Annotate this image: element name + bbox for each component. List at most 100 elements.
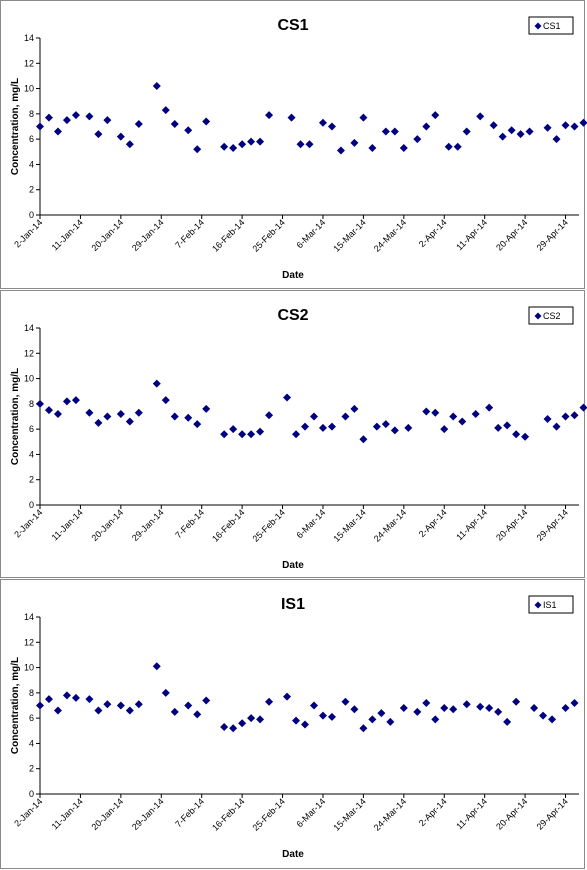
x-tick-label: 6-Mar-14 — [294, 796, 327, 829]
y-tick-label: 0 — [29, 789, 34, 799]
data-point — [305, 140, 314, 149]
series-cs1 — [36, 82, 587, 155]
y-tick-label: 10 — [24, 663, 34, 673]
data-point — [503, 421, 512, 430]
data-point — [440, 704, 449, 713]
x-tick-label: 2-Apr-14 — [417, 507, 449, 539]
data-point — [449, 705, 458, 714]
x-tick-label: 2-Jan-14 — [12, 507, 44, 539]
legend-label: CS1 — [543, 21, 561, 31]
data-point — [301, 422, 310, 431]
y-axis-label: Concentration, mg/L — [10, 368, 21, 465]
data-point — [184, 701, 193, 710]
chart-title: CS2 — [277, 307, 308, 324]
x-tick-label: 25-Feb-14 — [251, 507, 287, 543]
data-point — [399, 704, 408, 713]
data-point — [543, 123, 552, 132]
x-tick-label: 20-Jan-14 — [90, 217, 126, 253]
x-tick-label: 11-Apr-14 — [454, 796, 489, 831]
data-point — [193, 710, 202, 719]
series-is1 — [36, 662, 579, 733]
data-point — [462, 127, 471, 136]
data-point — [256, 715, 265, 724]
data-point — [44, 695, 53, 704]
y-tick-label: 6 — [29, 713, 34, 723]
data-point — [489, 121, 498, 130]
x-tick-label: 2-Apr-14 — [417, 796, 449, 828]
x-tick-label: 24-Mar-14 — [372, 796, 408, 832]
x-tick-label: 7-Feb-14 — [173, 217, 206, 250]
data-point — [229, 425, 238, 434]
data-point — [431, 408, 440, 417]
x-tick-label: 7-Feb-14 — [173, 796, 206, 829]
data-point — [444, 142, 453, 151]
data-point — [570, 122, 579, 131]
data-point — [71, 693, 80, 702]
legend-label: IS1 — [543, 600, 557, 610]
data-point — [85, 695, 94, 704]
data-point — [530, 704, 539, 713]
series-cs2 — [36, 379, 587, 444]
data-point — [71, 396, 80, 405]
data-point — [103, 412, 112, 421]
data-point — [247, 430, 256, 439]
data-point — [462, 700, 471, 709]
y-tick-label: 6 — [29, 134, 34, 144]
data-point — [431, 111, 440, 120]
data-point — [265, 411, 274, 420]
y-axis-label: Concentration, mg/L — [10, 657, 21, 754]
data-point — [359, 113, 368, 122]
x-tick-label: 29-Jan-14 — [130, 507, 166, 543]
data-point — [85, 112, 94, 121]
data-point — [449, 412, 458, 421]
data-point — [161, 106, 170, 115]
data-point — [381, 127, 390, 136]
legend-box — [528, 16, 574, 35]
data-point — [62, 397, 71, 406]
data-point — [525, 127, 534, 136]
x-tick-label: 20-Apr-14 — [494, 507, 529, 542]
y-tick-label: 12 — [24, 637, 34, 647]
y-tick-label: 12 — [24, 58, 34, 68]
data-point — [125, 706, 134, 715]
x-tick-label: 25-Feb-14 — [251, 796, 287, 832]
x-tick-label: 2-Jan-14 — [12, 796, 44, 828]
data-point — [359, 435, 368, 444]
chart-cs2: CS2 CS2 0 2 4 6 8 10 12 14 2-Jan-14 11-Jan-14 20-Jan… — [10, 306, 587, 571]
x-tick-label: 16-Feb-14 — [210, 507, 246, 543]
x-tick-label: 29-Apr-14 — [535, 217, 570, 252]
legend-marker — [534, 22, 542, 30]
data-point — [561, 121, 570, 130]
data-point — [238, 719, 247, 728]
x-tick-label: 24-Mar-14 — [372, 217, 408, 253]
data-point — [116, 701, 125, 710]
data-point — [570, 411, 579, 420]
data-point — [498, 132, 507, 141]
chart-title: CS1 — [277, 17, 308, 34]
x-tick-label: 16-Feb-14 — [210, 217, 246, 253]
data-point — [458, 417, 467, 426]
data-point — [327, 712, 336, 721]
data-point — [350, 138, 359, 147]
data-point — [53, 127, 62, 136]
y-tick-label: 10 — [24, 84, 34, 94]
data-point — [422, 122, 431, 131]
data-point — [381, 420, 390, 429]
data-point — [229, 724, 238, 733]
x-tick-label: 11-Jan-14 — [50, 217, 85, 252]
data-point — [318, 118, 327, 127]
x-tick-label: 20-Apr-14 — [494, 217, 529, 252]
data-point — [193, 420, 202, 429]
x-tick-label: 16-Feb-14 — [210, 796, 246, 832]
chart-cs1: CS1 CS1 0 2 4 6 8 10 12 14 2-Jan-14 11-Jan-14 20-Jan… — [10, 16, 587, 281]
data-point — [476, 112, 485, 121]
data-point — [552, 135, 561, 144]
y-tick-label: 0 — [29, 500, 34, 510]
x-tick-label: 20-Jan-14 — [90, 796, 126, 832]
data-point — [548, 715, 557, 724]
data-point — [170, 119, 179, 128]
data-point — [152, 82, 161, 91]
x-tick-label: 11-Apr-14 — [454, 217, 489, 252]
data-point — [570, 698, 579, 707]
legend-label: CS2 — [543, 311, 561, 321]
